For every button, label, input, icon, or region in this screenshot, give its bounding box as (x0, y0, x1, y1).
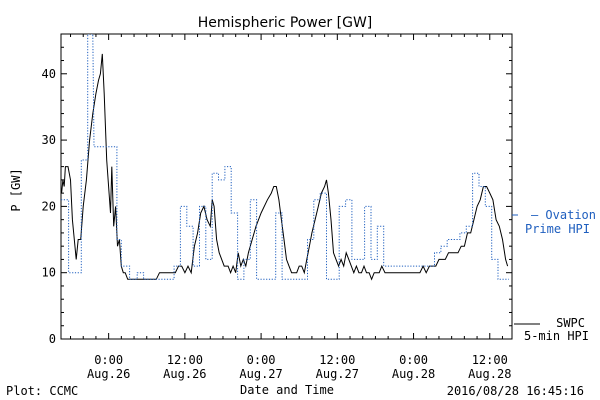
x-tick-date: Aug.28 (468, 367, 511, 381)
x-tick-date: Aug.27 (239, 367, 282, 381)
series-swpc-line (61, 53, 509, 281)
x-tick-date: Aug.28 (392, 367, 435, 381)
series-ovation-line (61, 34, 509, 280)
x-tick-time: 0:00 (94, 353, 123, 367)
legend-ovation: – Ovation Prime HPI (512, 208, 596, 236)
y-axis: 0 10 20 30 40 (42, 46, 512, 346)
legend-ovation-line1: – Ovation (531, 208, 596, 222)
plot-frame (60, 33, 513, 340)
y-tick-label: 30 (42, 133, 56, 147)
legend-swpc: SWPC 5-min HPI (514, 316, 589, 343)
y-tick-label: 0 (49, 332, 56, 346)
footer-left: Plot: CCMC (6, 384, 78, 398)
legend-swpc-line1: SWPC (556, 316, 585, 330)
y-tick-label: 40 (42, 67, 56, 81)
legend-swpc-line2: 5-min HPI (524, 329, 589, 343)
x-axis-label: Date and Time (240, 383, 334, 397)
footer-right: 2016/08/28 16:45:16 (447, 384, 584, 398)
legend-ovation-line2: Prime HPI (525, 222, 590, 236)
x-axis: 0:00Aug.2612:00Aug.260:00Aug.2712:00Aug.… (70, 34, 511, 381)
x-tick-date: Aug.27 (316, 367, 359, 381)
x-tick-time: 12:00 (167, 353, 203, 367)
chart-title: Hemispheric Power [GW] (198, 15, 373, 31)
x-tick-time: 0:00 (247, 353, 276, 367)
series-layer (61, 34, 509, 281)
x-tick-time: 12:00 (319, 353, 355, 367)
x-tick-time: 12:00 (472, 353, 508, 367)
x-tick-time: 0:00 (399, 353, 428, 367)
y-tick-label: 20 (42, 199, 56, 213)
x-tick-date: Aug.26 (163, 367, 206, 381)
x-tick-date: Aug.26 (87, 367, 130, 381)
y-tick-label: 10 (42, 266, 56, 280)
y-axis-label: P [GW] (9, 168, 23, 211)
